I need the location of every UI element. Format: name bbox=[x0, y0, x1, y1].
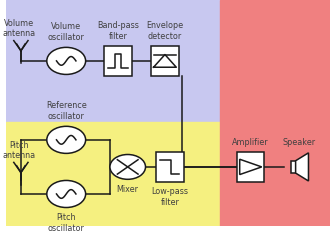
Text: Amplifier: Amplifier bbox=[232, 138, 269, 147]
Text: Mixer: Mixer bbox=[117, 185, 139, 194]
Text: Volume
oscillator: Volume oscillator bbox=[48, 22, 85, 42]
Circle shape bbox=[47, 126, 85, 153]
Text: Pitch
oscillator: Pitch oscillator bbox=[48, 213, 85, 233]
Text: Low-pass
filter: Low-pass filter bbox=[151, 187, 188, 207]
Bar bbox=[237, 152, 264, 182]
Bar bbox=[104, 46, 132, 76]
Circle shape bbox=[110, 154, 146, 179]
Bar bbox=[156, 152, 183, 182]
Text: Speaker: Speaker bbox=[283, 138, 316, 147]
Text: Envelope
detector: Envelope detector bbox=[147, 21, 183, 41]
Text: Band-pass
filter: Band-pass filter bbox=[97, 21, 139, 41]
Bar bbox=[6, 122, 220, 226]
Bar bbox=[151, 46, 179, 76]
Circle shape bbox=[47, 47, 85, 74]
Text: Pitch
antenna: Pitch antenna bbox=[3, 141, 36, 160]
Bar bbox=[220, 0, 330, 226]
Text: Volume
antenna: Volume antenna bbox=[3, 19, 36, 38]
Bar bbox=[6, 0, 220, 122]
Bar bbox=[291, 161, 296, 173]
Text: Reference
oscillator: Reference oscillator bbox=[46, 101, 86, 121]
Circle shape bbox=[47, 180, 85, 208]
Polygon shape bbox=[296, 153, 309, 181]
